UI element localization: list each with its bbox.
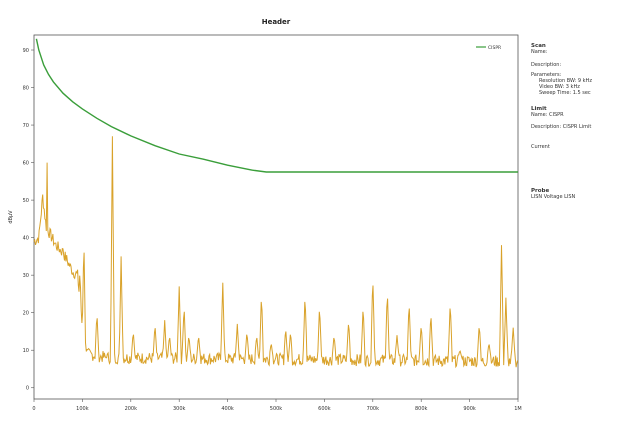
x-tick-label: 1M [514,406,522,412]
y-tick-label: 0 [26,386,29,392]
x-tick-label: 400k [221,406,234,412]
x-tick-label: 700k [367,406,380,412]
side-line: Current [531,144,550,150]
limit-line [35,38,518,173]
y-tick-label: 60 [23,161,29,167]
side-line: Description: CISPR Limit [531,124,592,130]
y-tick-label: 90 [23,48,29,54]
x-tick-label: 500k [270,406,283,412]
x-tick-label: 600k [318,406,331,412]
side-section-limit: Limit Name: CISPR Description: CISPR Lim… [531,106,592,130]
y-tick-label: 40 [23,236,29,242]
y-tick-label: 10 [23,348,29,354]
side-line: LISN Voltage LISN [531,194,576,200]
y-tick-label: 70 [23,123,29,129]
side-line: Parameters: [531,72,562,78]
x-tick-label: 300k [173,406,186,412]
side-param: Sweep Time: 1.5 sec [539,90,591,96]
measurement-line [33,136,518,369]
side-heading: Scan [531,43,546,49]
x-tick-label: 800k [415,406,428,412]
chart-title: Header [262,18,291,26]
x-tick-label: 0 [32,406,35,412]
x-tick-label: 900k [463,406,476,412]
y-tick-label: 80 [23,86,29,92]
side-line: Name: [531,49,548,55]
side-line: Name: CISPR [531,112,564,118]
plot-frame [33,34,519,400]
y-axis-label: dBµV [8,210,14,224]
side-section-current: Current [531,144,592,150]
side-section-scan: Scan Name: Description: Parameters: Reso… [531,43,592,96]
y-tick-label: 20 [23,311,29,317]
side-param: Resolution BW: 9 kHz [539,78,592,84]
side-param: Video BW: 3 kHz [539,84,580,90]
side-heading: Limit [531,106,547,112]
side-section-probe: Probe LISN Voltage LISN [531,188,592,200]
y-tick-label: 50 [23,198,29,204]
side-line: Description: [531,62,562,68]
legend-label: CISPR [488,45,501,51]
x-tick-label: 200k [125,406,138,412]
side-heading: Probe [531,188,550,194]
side-panel: Scan Name: Description: Parameters: Reso… [531,43,592,207]
y-tick-label: 30 [23,273,29,279]
x-tick-label: 100k [76,406,89,412]
